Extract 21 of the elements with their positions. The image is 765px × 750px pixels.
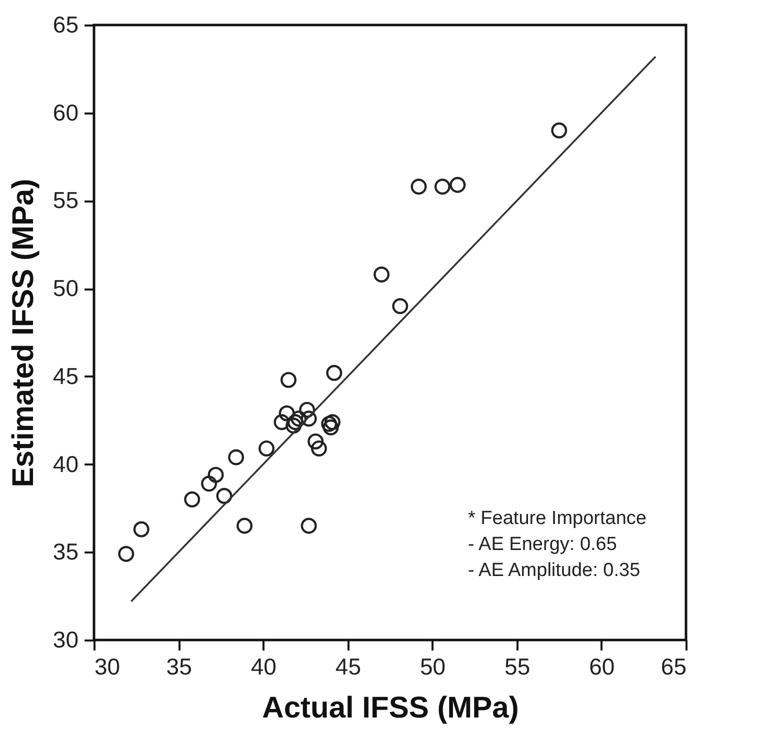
x-axis-title: Actual IFSS (MPa) <box>262 692 519 724</box>
y-tick-label: 35 <box>52 538 78 565</box>
y-tick-label: 45 <box>52 362 78 389</box>
x-tick-label: 65 <box>660 654 686 680</box>
y-tick-label: 40 <box>52 450 78 477</box>
y-tick-label: 50 <box>52 275 78 302</box>
annotation: - AE Energy: 0.65 <box>468 534 617 555</box>
x-tick-label: 40 <box>250 654 276 680</box>
x-tick-label: 35 <box>166 654 192 680</box>
y-axis-title: Estimated IFSS (MPa) <box>6 178 40 488</box>
y-tick-label: 60 <box>52 99 78 126</box>
x-tick-label: 50 <box>420 654 446 680</box>
x-tick-label: 30 <box>94 654 120 680</box>
annotation: - AE Amplitude: 0.35 <box>468 560 640 581</box>
x-tick-label: 45 <box>335 654 362 680</box>
y-tick-label: 65 <box>52 12 78 38</box>
x-tick-label: 55 <box>504 654 530 680</box>
x-tick-label: 60 <box>589 654 615 680</box>
y-tick-label: 55 <box>52 187 78 214</box>
y-tick-label: 30 <box>52 626 78 652</box>
annotation: * Feature Importance <box>468 508 646 529</box>
